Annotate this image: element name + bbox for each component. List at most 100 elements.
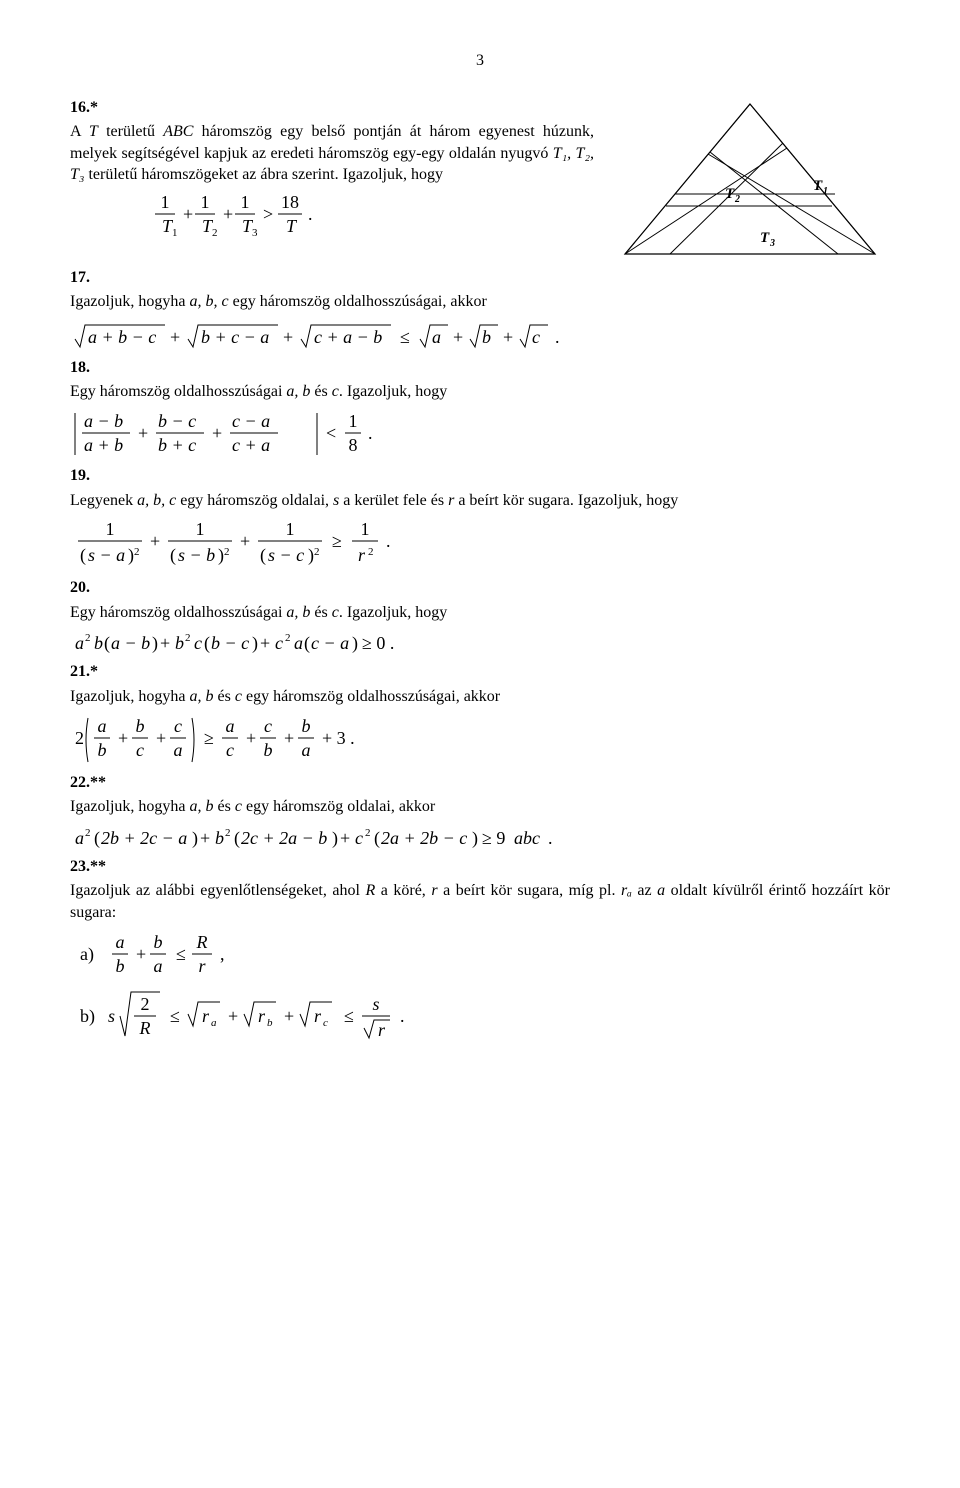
problem-text: Igazoljuk, hogyha a, b és c egy háromszö… (70, 686, 890, 708)
svg-text:a: a (75, 633, 84, 653)
svg-text:2: 2 (141, 994, 150, 1014)
svg-text:1: 1 (106, 519, 115, 539)
problem-number: 21.* (70, 663, 98, 680)
svg-text:c: c (136, 740, 144, 760)
svg-text:): ) (472, 828, 478, 849)
formula-16: 1 T1 + 1 T2 + 1 T3 > 18 T . (150, 190, 594, 242)
svg-text:r: r (258, 1006, 266, 1026)
svg-text:+: + (212, 423, 222, 443)
svg-text:.: . (400, 1006, 405, 1026)
svg-text:c − a: c − a (311, 633, 349, 653)
svg-text:r: r (358, 545, 366, 565)
svg-text:s − c: s − c (268, 545, 304, 565)
svg-text:b + c − a: b + c − a (201, 327, 269, 347)
svg-text:+: + (246, 728, 256, 748)
svg-text:+: + (160, 633, 170, 653)
svg-text:a: a (211, 1017, 217, 1029)
svg-text:c: c (323, 1017, 328, 1029)
svg-text:.: . (308, 204, 313, 224)
svg-text:b: b (175, 633, 184, 653)
svg-text:+: + (200, 828, 210, 848)
svg-text:+: + (150, 531, 160, 551)
problem-text: Egy háromszög oldalhosszúságai a, b és c… (70, 381, 890, 403)
svg-text:b: b (302, 716, 311, 736)
svg-text:2: 2 (134, 546, 140, 558)
svg-text:b: b (215, 828, 224, 848)
svg-text:(: ( (94, 828, 100, 849)
svg-text:+: + (503, 327, 513, 347)
svg-text:≤: ≤ (170, 1006, 180, 1026)
svg-text:2b + 2c − a: 2b + 2c − a (101, 828, 187, 848)
problem-number: 19. (70, 467, 90, 484)
svg-text:a: a (432, 327, 441, 347)
formula-18: a − b a + b + b − c b + c + c − a c + a … (70, 407, 890, 461)
svg-text:≤: ≤ (344, 1006, 354, 1026)
svg-text:.: . (368, 423, 373, 443)
formula-23b: b) s 2 R ≤ ra + rb + rc ≤ s r . (70, 986, 890, 1048)
svg-text:<: < (326, 423, 336, 443)
svg-text:2: 2 (314, 546, 320, 558)
svg-text:+: + (283, 327, 293, 347)
problem-text: Egy háromszög oldalhosszúságai a, b és c… (70, 602, 890, 624)
svg-text:,: , (220, 944, 225, 964)
svg-text:≥: ≥ (204, 728, 214, 748)
problem-text: Igazoljuk az alábbi egyenlőtlenségeket, … (70, 880, 890, 923)
svg-text:+: + (156, 728, 166, 748)
svg-text:+: + (183, 204, 193, 224)
svg-text:c: c (355, 828, 363, 848)
svg-text:s: s (108, 1006, 115, 1026)
problem-text: Legyenek a, b, c egy háromszög oldalai, … (70, 490, 890, 512)
svg-text:c + a − b: c + a − b (314, 327, 382, 347)
svg-text:): ) (352, 633, 358, 654)
svg-text:(: ( (170, 545, 176, 566)
svg-text:+: + (240, 531, 250, 551)
triangle-figure: T1 T2 T3 (610, 94, 890, 264)
svg-text:.: . (555, 327, 560, 347)
svg-text:(: ( (80, 545, 86, 566)
svg-text:b: b (136, 716, 145, 736)
label-a: a) (80, 944, 94, 965)
svg-text:b: b (94, 633, 103, 653)
svg-text:a − b: a − b (84, 411, 123, 431)
svg-text:2: 2 (224, 546, 230, 558)
svg-text:T: T (286, 216, 298, 236)
svg-text:r: r (202, 1006, 210, 1026)
svg-text:≥: ≥ (332, 531, 342, 551)
svg-text:a + b: a + b (84, 435, 123, 455)
svg-text:1: 1 (201, 192, 210, 212)
svg-text:≥ 0 .: ≥ 0 . (362, 633, 394, 653)
svg-text:c: c (532, 327, 540, 347)
svg-text:2a + 2b − c: 2a + 2b − c (381, 828, 467, 848)
svg-text:≥ 9: ≥ 9 (482, 828, 505, 848)
label-b: b) (80, 1006, 95, 1027)
svg-text:a: a (226, 716, 235, 736)
problem-number: 20. (70, 579, 90, 596)
svg-text:2: 2 (365, 827, 371, 839)
page-number: 3 (70, 50, 890, 72)
svg-text:T: T (760, 230, 770, 246)
svg-text:c + a: c + a (232, 435, 270, 455)
svg-text:2: 2 (285, 632, 291, 644)
formula-22: a2 (2b + 2c − a) + b2 (2c + 2a − b) + c2… (70, 822, 890, 852)
formula-21: 2 ab + bc + ca ≥ ac + cb + ba + 3 . (70, 712, 890, 768)
svg-text:a: a (294, 633, 303, 653)
svg-text:2: 2 (734, 194, 740, 205)
svg-text:T: T (813, 178, 823, 194)
svg-text:+: + (453, 327, 463, 347)
svg-text:s − b: s − b (178, 545, 215, 565)
svg-text:2: 2 (75, 728, 84, 748)
svg-text:+: + (284, 1006, 294, 1026)
formula-20: a2 b (a − b) + b2 c (b − c) + c2 a (c − … (70, 627, 890, 657)
svg-text:): ) (152, 633, 158, 654)
svg-text:.: . (548, 828, 553, 848)
svg-text:s: s (372, 994, 379, 1014)
svg-text:≤: ≤ (176, 944, 186, 964)
svg-text:1: 1 (823, 186, 828, 197)
problem-number: 18. (70, 359, 90, 376)
svg-text:+: + (284, 728, 294, 748)
svg-text:(: ( (234, 828, 240, 849)
problem-number: 23.** (70, 858, 106, 875)
svg-text:abc: abc (514, 828, 540, 848)
svg-text:R: R (196, 932, 208, 952)
svg-text:a: a (98, 716, 107, 736)
